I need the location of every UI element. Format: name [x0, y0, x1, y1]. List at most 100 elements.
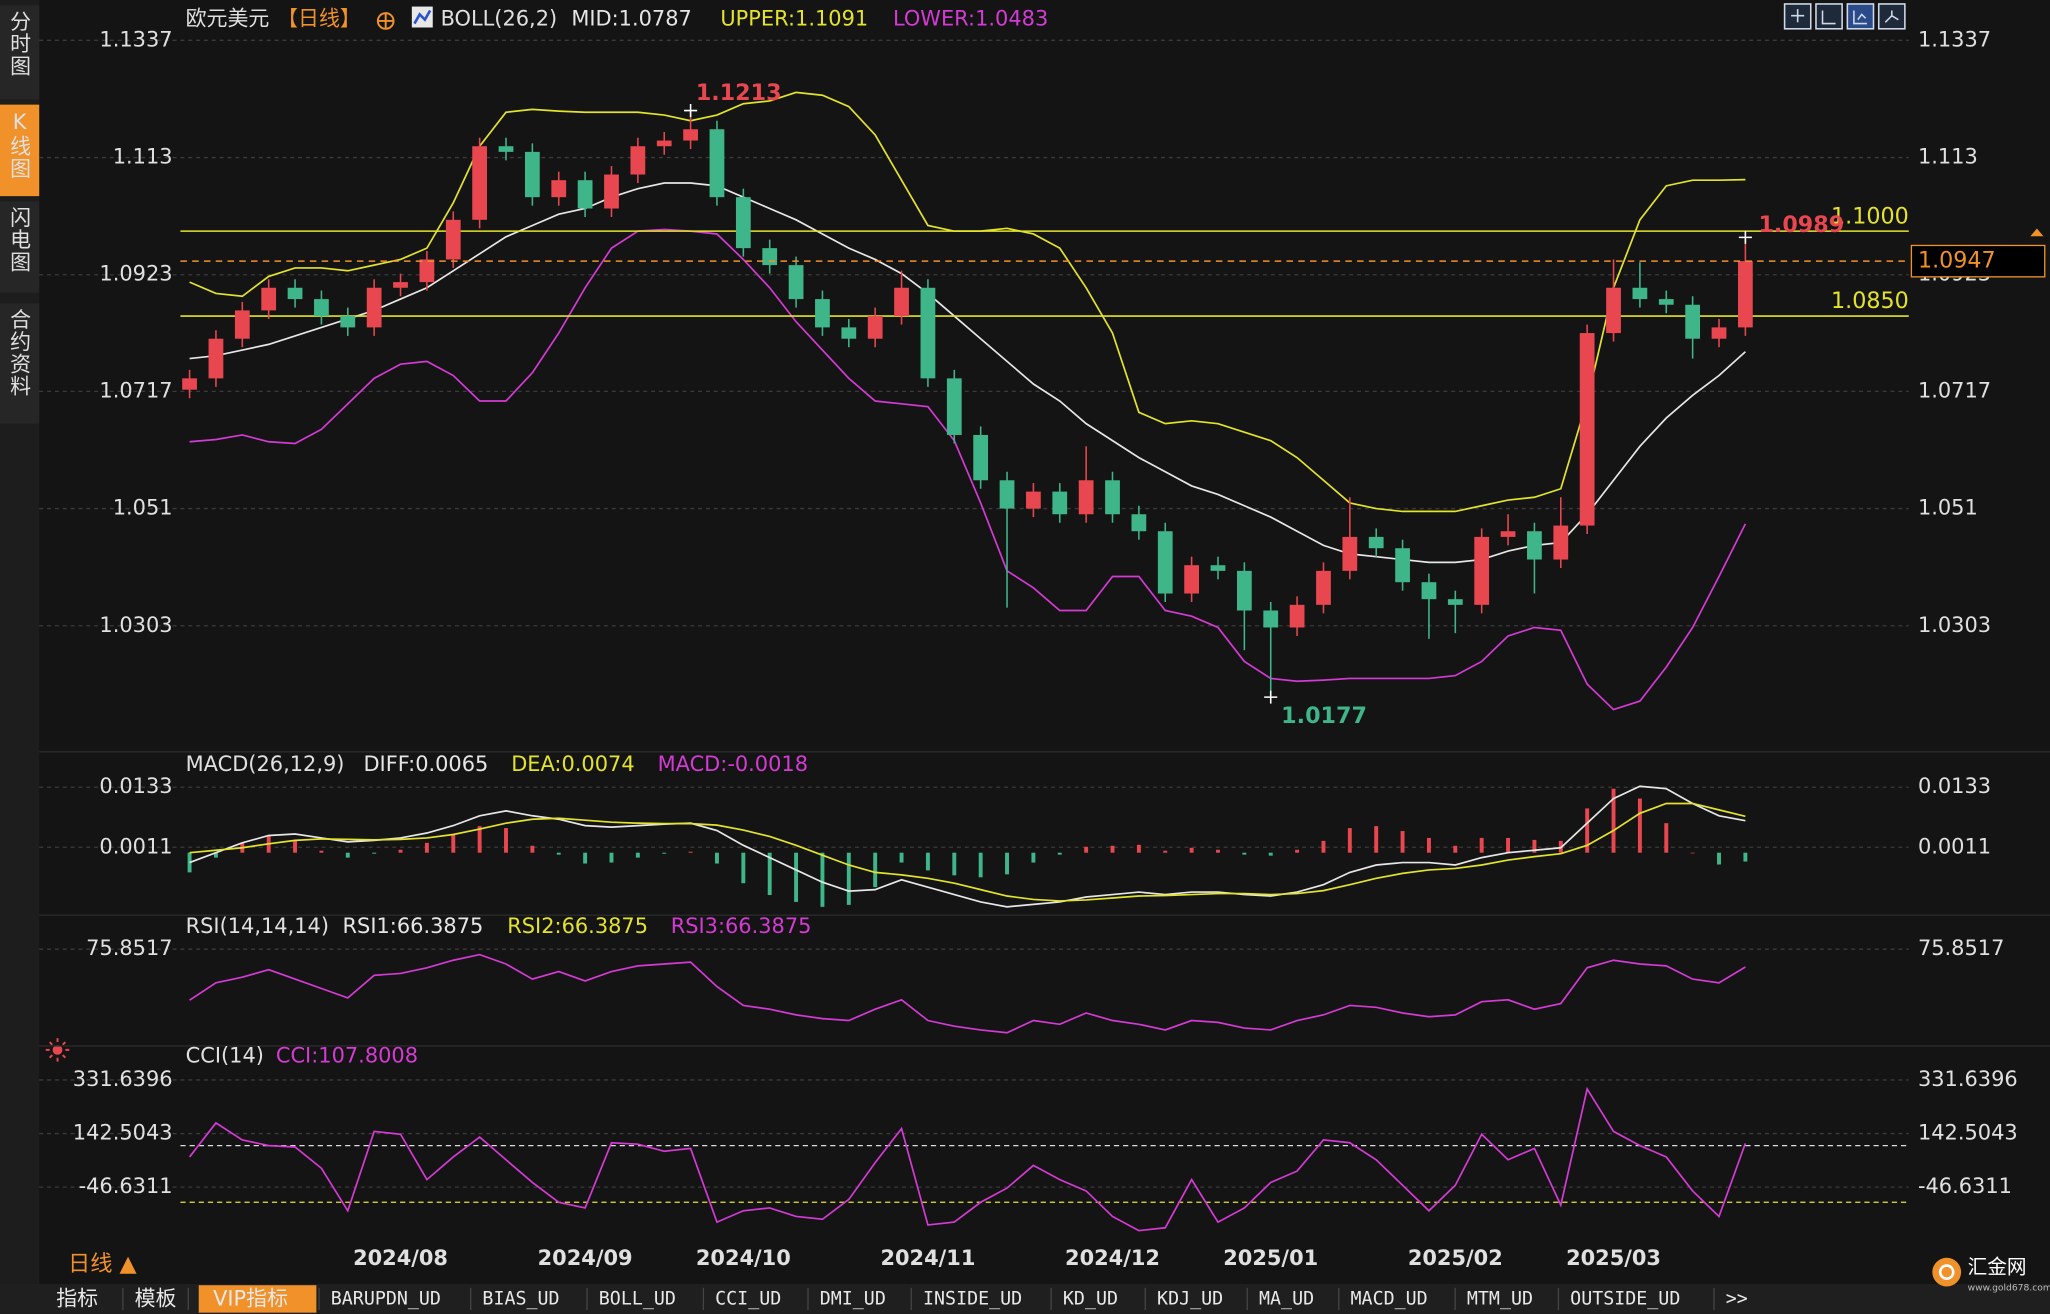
- candle-body: [1052, 491, 1068, 515]
- bottom-tab[interactable]: VIP指标: [213, 1287, 288, 1311]
- candle-body: [735, 197, 751, 249]
- candle-body: [1500, 531, 1516, 537]
- macd-bar: [1400, 831, 1405, 853]
- bottom-bar: [0, 1283, 2050, 1314]
- legend-entry: MACD:-0.0018: [658, 752, 808, 776]
- bottom-tab[interactable]: MACD_UD: [1351, 1289, 1428, 1310]
- sidebar-tab[interactable]: [0, 5, 40, 100]
- macd-bar: [1084, 846, 1089, 853]
- candle-body: [709, 129, 725, 198]
- extreme-marker: [1264, 690, 1278, 704]
- legend-entry: MID:1.0787: [571, 7, 692, 31]
- bottom-tab[interactable]: 模板: [135, 1287, 177, 1311]
- x-tick-label: 2024/10: [696, 1246, 791, 1270]
- sidebar-tab-label[interactable]: 闪电图: [8, 207, 32, 274]
- bottom-tab[interactable]: DMI_UD: [820, 1289, 886, 1310]
- bottom-tab[interactable]: MTM_UD: [1467, 1289, 1533, 1310]
- legend-entry: RSI2:66.3875: [507, 914, 648, 938]
- candle-body: [1289, 604, 1305, 628]
- y-tick-label-right: -46.6311: [1918, 1174, 2012, 1198]
- indicator-name: MACD(26,12,9): [186, 752, 345, 776]
- candle-body: [1368, 536, 1384, 549]
- macd-bar: [1426, 837, 1431, 853]
- macd-bar: [688, 851, 693, 853]
- candle-body: [656, 140, 672, 147]
- macd-bar: [504, 828, 508, 853]
- candle-body: [1421, 582, 1437, 600]
- sidebar-tab[interactable]: [0, 303, 40, 424]
- indicator-line: [189, 802, 1746, 902]
- sidebar-tab-label[interactable]: 分时图: [8, 10, 32, 77]
- tab-active[interactable]: [198, 1285, 317, 1313]
- macd-bar: [794, 852, 799, 902]
- macd-bar: [1057, 852, 1062, 855]
- macd-bar: [556, 852, 561, 855]
- price-alert-icon[interactable]: [2030, 228, 2044, 237]
- macd-bar: [1163, 850, 1168, 853]
- bottom-tab[interactable]: KDJ_UD: [1157, 1289, 1223, 1310]
- candle-body: [1105, 480, 1120, 515]
- sidebar-tab-label[interactable]: 合约资料: [8, 309, 32, 398]
- indicator-name: CCI(14): [186, 1043, 264, 1067]
- bottom-tab[interactable]: CCI_UD: [715, 1289, 781, 1310]
- macd-bar: [978, 852, 983, 878]
- macd-bar: [1717, 852, 1721, 865]
- x-tick-label: 2024/09: [538, 1246, 633, 1270]
- candle-body: [1184, 565, 1199, 594]
- macd-bar: [1031, 852, 1036, 863]
- macd-bar: [1585, 808, 1590, 853]
- indicator-line: [188, 1086, 1747, 1232]
- y-tick-label-right: 331.6396: [1918, 1067, 2018, 1091]
- candle-body: [1711, 327, 1727, 339]
- bottom-tab[interactable]: OUTSIDE_UD: [1570, 1289, 1680, 1310]
- macd-bar: [609, 852, 614, 863]
- sidebar-tab-label[interactable]: K线图: [8, 110, 32, 180]
- y-tick-label-right: 1.051: [1918, 496, 1978, 520]
- candle-body: [1658, 299, 1674, 305]
- indicator-name: RSI(14,14,14): [186, 914, 329, 938]
- candle-body: [472, 146, 488, 220]
- x-tick-label: 2024/11: [880, 1246, 975, 1270]
- candle-body: [999, 480, 1015, 509]
- macd-bar: [1189, 847, 1194, 853]
- candle-body: [551, 180, 567, 198]
- bottom-tab[interactable]: KD_UD: [1063, 1289, 1118, 1310]
- sidebar-tab[interactable]: [0, 201, 40, 293]
- macd-bar: [424, 842, 429, 853]
- macd-bar: [1295, 849, 1300, 853]
- bottom-tab[interactable]: BARUPDN_UD: [331, 1289, 441, 1310]
- bottom-tab[interactable]: 指标: [56, 1287, 98, 1311]
- bottom-tab[interactable]: INSIDE_UD: [923, 1289, 1022, 1310]
- timeframe-switch[interactable]: 日线 ▲: [68, 1251, 138, 1277]
- macd-bar: [1347, 828, 1352, 853]
- candle-body: [1527, 531, 1542, 560]
- y-tick-label: 0.0133: [99, 774, 172, 798]
- sidebar-tab[interactable]: [0, 104, 40, 197]
- macd-bar: [451, 834, 456, 853]
- y-tick-label: 142.5043: [73, 1121, 173, 1145]
- bottom-tab[interactable]: >>: [1726, 1289, 1748, 1310]
- toolbar-icons[interactable]: [1783, 3, 1906, 30]
- candle-body: [604, 174, 619, 209]
- legend-entry: RSI3:66.3875: [671, 914, 812, 938]
- bottom-tab[interactable]: BIAS_UD: [482, 1289, 559, 1310]
- macd-bar: [1268, 852, 1273, 856]
- instrument-title: 欧元美元: [186, 7, 270, 31]
- bottom-tab[interactable]: BOLL_UD: [599, 1289, 676, 1310]
- macd-bar: [1005, 852, 1009, 875]
- bottom-tab[interactable]: MA_UD: [1259, 1289, 1314, 1310]
- candle-body: [1606, 287, 1621, 334]
- y-tick-label: 1.0717: [99, 378, 172, 402]
- candle-body: [366, 287, 382, 328]
- last-price-tag: [1910, 244, 2046, 278]
- candle-body: [445, 219, 461, 260]
- indicator-icon[interactable]: [411, 6, 433, 28]
- legend-entry: RSI1:66.3875: [343, 914, 484, 938]
- add-icon[interactable]: [376, 12, 395, 30]
- macd-bar: [1242, 852, 1247, 855]
- extreme-marker: [684, 104, 698, 118]
- y-tick-label-right: 75.8517: [1918, 936, 2004, 960]
